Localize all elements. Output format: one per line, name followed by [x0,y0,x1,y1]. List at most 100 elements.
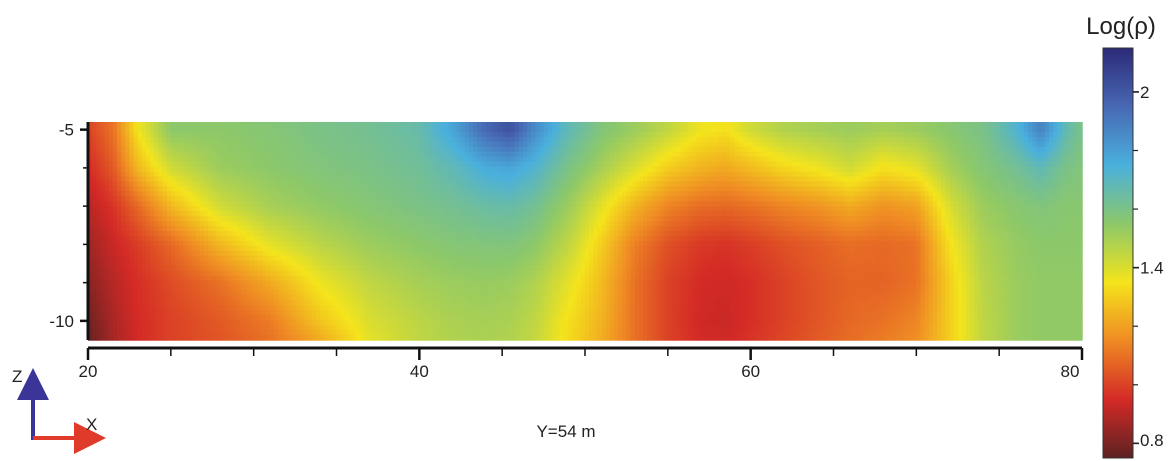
heatmap-cell [419,132,424,138]
heatmap-cell [96,206,101,212]
heatmap-cell [834,177,839,183]
heatmap-cell [527,157,532,163]
heatmap-cell [254,177,259,183]
heatmap-cell [626,177,631,183]
heatmap-cell [382,211,387,217]
heatmap-cell [502,162,507,168]
heatmap-cell [502,147,507,153]
heatmap-cell [295,167,300,173]
heatmap-cell [958,167,963,173]
heatmap-cell [204,201,209,207]
heatmap-cell [925,132,930,138]
heatmap-cell [419,186,424,192]
heatmap-cell [216,127,221,133]
heatmap-cell [192,172,197,178]
heatmap-cell [834,181,839,187]
heatmap-cell [726,122,731,128]
heatmap-cell [1003,172,1008,178]
heatmap-cell [154,162,159,168]
heatmap-cell [912,152,917,158]
heatmap-cell [896,196,901,202]
heatmap-cell [577,167,582,173]
heatmap-cell [1049,122,1054,128]
heatmap-cell [655,191,660,197]
heatmap-cell [842,132,847,138]
heatmap-cell [386,206,391,212]
heatmap-cell [324,147,329,153]
heatmap-cell [568,191,573,197]
heatmap-cell [879,147,884,153]
heatmap-cell [357,152,362,158]
heatmap-cell [382,122,387,128]
heatmap-cell [796,216,801,222]
heatmap-cell [991,122,996,128]
heatmap-cell [552,147,557,153]
heatmap-cell [150,157,155,163]
heatmap-cell [183,211,188,217]
heatmap-cell [850,191,855,197]
heatmap-cell [904,172,909,178]
heatmap-cell [262,142,267,148]
heatmap-cell [1065,132,1070,138]
heatmap-cell [771,152,776,158]
heatmap-cell [643,211,648,217]
heatmap-cell [933,142,938,148]
heatmap-cell [200,186,205,192]
heatmap-cell [564,177,569,183]
heatmap-cell [904,142,909,148]
heatmap-cell [850,157,855,163]
heatmap-cell [1028,172,1033,178]
heatmap-cell [308,196,313,202]
heatmap-cell [519,157,524,163]
heatmap-cell [647,186,652,192]
heatmap-cell [850,172,855,178]
heatmap-cell [763,221,768,227]
heatmap-cell [838,152,843,158]
heatmap-cell [788,127,793,133]
heatmap-cell [701,127,706,133]
heatmap-cell [610,221,615,227]
heatmap-cell [216,186,221,192]
heatmap-cell [328,206,333,212]
heatmap-cell [303,191,308,197]
heatmap-cell [1041,172,1046,178]
heatmap-cell [755,201,760,207]
heatmap-cell [457,157,462,163]
heatmap-cell [635,177,640,183]
heatmap-cell [308,177,313,183]
heatmap-cell [544,157,549,163]
heatmap-cell [299,147,304,153]
heatmap-cell [1016,216,1021,222]
heatmap-cell [896,152,901,158]
heatmap-cell [403,167,408,173]
heatmap-cell [904,157,909,163]
heatmap-cell [1061,191,1066,197]
heatmap-cell [825,127,830,133]
heatmap-cell [531,186,536,192]
heatmap-cell [585,191,590,197]
heatmap-cell [676,206,681,212]
heatmap-cell [208,216,213,222]
heatmap-cell [991,157,996,163]
heatmap-cell [440,157,445,163]
heatmap-cell [167,172,172,178]
heatmap-cell [668,132,673,138]
heatmap-cell [1061,186,1066,192]
heatmap-cell [689,142,694,148]
heatmap-cell [771,172,776,178]
heatmap-cell [1049,186,1054,192]
heatmap-cell [1024,132,1029,138]
heatmap-cell [920,162,925,168]
heatmap-cell [838,142,843,148]
heatmap-cell [229,147,234,153]
heatmap-cell [879,211,884,217]
heatmap-cell [212,127,217,133]
heatmap-cell [568,127,573,133]
heatmap-cell [477,172,482,178]
heatmap-cell [987,142,992,148]
heatmap-cell [776,167,781,173]
heatmap-cell [834,186,839,192]
heatmap-cell [105,132,110,138]
heatmap-cell [531,167,536,173]
heatmap-cell [105,127,110,133]
